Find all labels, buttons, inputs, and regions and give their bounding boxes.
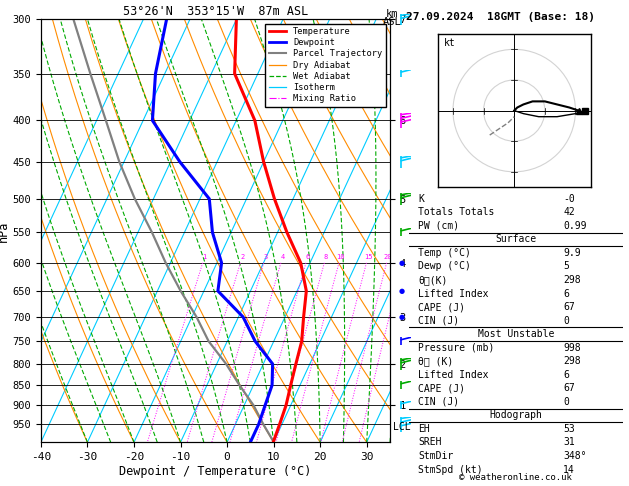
Text: 14: 14: [563, 465, 575, 474]
Text: ●: ●: [398, 314, 404, 320]
Text: ●: ●: [398, 260, 404, 266]
Text: 42: 42: [563, 207, 575, 217]
Text: PW (cm): PW (cm): [418, 221, 459, 231]
Text: 3: 3: [264, 254, 267, 260]
Text: 31: 31: [563, 437, 575, 448]
Text: Lifted Index: Lifted Index: [418, 370, 489, 380]
Text: 1: 1: [203, 254, 207, 260]
Text: 298: 298: [563, 356, 581, 366]
Text: LCL: LCL: [393, 422, 411, 432]
Text: 27.09.2024  18GMT (Base: 18): 27.09.2024 18GMT (Base: 18): [406, 12, 594, 22]
Text: © weatheronline.co.uk: © weatheronline.co.uk: [459, 473, 572, 482]
Title: 53°26'N  353°15'W  87m ASL: 53°26'N 353°15'W 87m ASL: [123, 5, 308, 18]
Legend: Temperature, Dewpoint, Parcel Trajectory, Dry Adiabat, Wet Adiabat, Isotherm, Mi: Temperature, Dewpoint, Parcel Trajectory…: [265, 24, 386, 106]
Text: 67: 67: [563, 302, 575, 312]
Text: 5: 5: [563, 261, 569, 272]
Text: CAPE (J): CAPE (J): [418, 302, 465, 312]
Text: 4: 4: [281, 254, 285, 260]
Text: 298: 298: [563, 275, 581, 285]
Text: Pressure (mb): Pressure (mb): [418, 343, 494, 353]
Text: kt: kt: [444, 38, 455, 48]
Text: 15: 15: [364, 254, 372, 260]
Text: 0: 0: [563, 397, 569, 407]
Text: CIN (J): CIN (J): [418, 315, 459, 326]
Text: 53: 53: [563, 424, 575, 434]
Text: 9.9: 9.9: [563, 248, 581, 258]
Text: θᴄ(K): θᴄ(K): [418, 275, 447, 285]
Text: 6: 6: [306, 254, 309, 260]
Text: -0: -0: [563, 194, 575, 204]
Text: Surface: Surface: [496, 234, 537, 244]
Text: 348°: 348°: [563, 451, 586, 461]
Y-axis label: hPa: hPa: [0, 220, 9, 242]
Text: Hodograph: Hodograph: [489, 410, 543, 420]
X-axis label: Dewpoint / Temperature (°C): Dewpoint / Temperature (°C): [120, 465, 311, 478]
Text: 6: 6: [563, 370, 569, 380]
Text: Temp (°C): Temp (°C): [418, 248, 471, 258]
Text: ASL: ASL: [382, 17, 401, 27]
Text: 6: 6: [563, 289, 569, 298]
Text: Dewp (°C): Dewp (°C): [418, 261, 471, 272]
Text: K: K: [418, 194, 424, 204]
Text: SREH: SREH: [418, 437, 442, 448]
Text: Totals Totals: Totals Totals: [418, 207, 494, 217]
Text: 2: 2: [240, 254, 244, 260]
Text: StmDir: StmDir: [418, 451, 454, 461]
Text: StmSpd (kt): StmSpd (kt): [418, 465, 482, 474]
Text: 0: 0: [563, 315, 569, 326]
Text: 8: 8: [324, 254, 328, 260]
Text: 0.99: 0.99: [563, 221, 586, 231]
Text: 998: 998: [563, 343, 581, 353]
Text: 10: 10: [337, 254, 345, 260]
Text: Most Unstable: Most Unstable: [478, 329, 554, 339]
Text: ●: ●: [398, 288, 404, 294]
Text: 67: 67: [563, 383, 575, 393]
Text: EH: EH: [418, 424, 430, 434]
Text: 20: 20: [384, 254, 392, 260]
Text: CAPE (J): CAPE (J): [418, 383, 465, 393]
Text: km: km: [386, 9, 398, 19]
Text: θᴄ (K): θᴄ (K): [418, 356, 454, 366]
Text: CIN (J): CIN (J): [418, 397, 459, 407]
Text: Lifted Index: Lifted Index: [418, 289, 489, 298]
